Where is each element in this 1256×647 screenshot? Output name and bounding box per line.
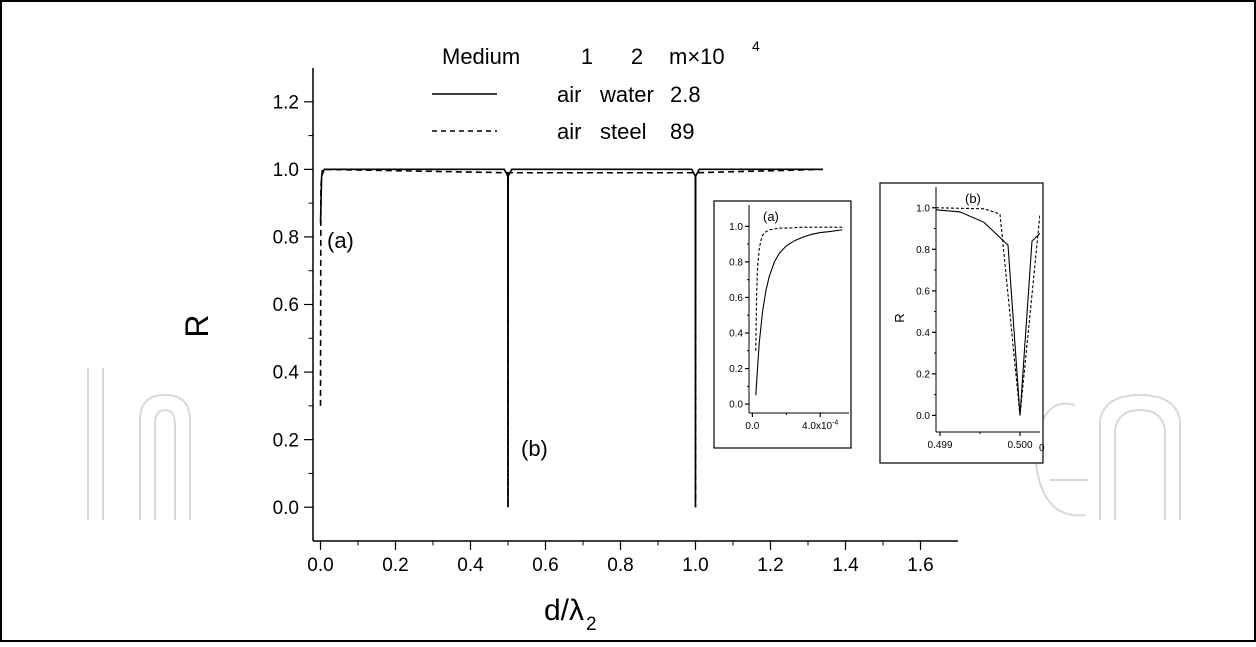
inset-b-series xyxy=(936,207,1040,416)
legend-row1-medium2: water xyxy=(599,82,654,107)
inset-a-tick-labels: 0.0 0.2 0.4 0.6 0.8 1.0 0.0 4.0x10-4 xyxy=(729,222,838,432)
inset-a-series xyxy=(755,226,843,396)
main-y-tick-label: 0.0 xyxy=(273,498,299,519)
main-y-tick-label: 1.0 xyxy=(273,160,299,181)
inset-a-axes xyxy=(745,205,849,417)
insetB-series-dashed xyxy=(936,207,1040,416)
insetA-x-tick-exponent: -4 xyxy=(832,420,838,427)
insetA-y-tick-label: 0.0 xyxy=(729,400,743,411)
inset-b-title: (b) xyxy=(965,191,981,206)
insetA-y-tick-label: 0.6 xyxy=(729,293,743,304)
watermark-strokes xyxy=(87,368,1181,520)
insetB-x-tick-label-clipped: 0 xyxy=(1039,443,1045,454)
insetB-y-tick-label: 0.0 xyxy=(916,411,930,422)
main-series xyxy=(319,168,824,508)
legend-row2-medium1: air xyxy=(557,119,581,144)
main-y-tick-label: 1.2 xyxy=(273,92,299,113)
main-x-tick-label: 0.4 xyxy=(457,555,484,576)
main-axes xyxy=(304,68,958,550)
insetB-y-tick-label: 0.4 xyxy=(916,328,930,339)
inset-b-y-axis-label: R xyxy=(892,313,907,322)
main-x-tick-label: 0.6 xyxy=(532,555,558,576)
main-y-tick-label: 0.2 xyxy=(273,430,299,451)
annotation-b: (b) xyxy=(521,436,548,461)
legend: Medium 1 2 m×10 4 air water 2.8 air stee… xyxy=(432,38,760,144)
legend-header-m-exponent: 4 xyxy=(752,38,760,54)
main-x-tick-label: 1.2 xyxy=(757,555,783,576)
legend-row2-medium2: steel xyxy=(600,119,646,144)
watermark-stroke xyxy=(139,393,191,520)
main-x-axis-label-subscript: 2 xyxy=(586,614,597,635)
inset-b-frame xyxy=(879,182,1044,464)
main-y-tick-label: 0.8 xyxy=(273,228,299,249)
insetA-y-tick-label: 0.2 xyxy=(729,364,743,375)
insetB-x-tick-label: 0.500 xyxy=(1007,440,1032,451)
insetA-series-dashed xyxy=(755,226,843,351)
legend-row1-m: 2.8 xyxy=(670,82,701,107)
main-x-axis-label: d/λ xyxy=(544,594,584,627)
main-y-tick-label: 0.4 xyxy=(273,363,300,384)
main-x-tick-label: 0.2 xyxy=(382,555,408,576)
insetA-y-tick-label: 0.8 xyxy=(729,257,743,268)
legend-header-2: 2 xyxy=(631,44,643,69)
insetA-series-solid xyxy=(755,229,843,396)
insetB-y-tick-label: 0.2 xyxy=(916,369,930,380)
legend-header-m: m×10 xyxy=(669,44,725,69)
annotation-a: (a) xyxy=(327,228,354,253)
inset-b: 0.0 0.2 0.4 0.6 0.8 1.0 0.499 0.500 0 (b) R xyxy=(879,182,1045,464)
insetA-y-tick-label: 0.4 xyxy=(729,329,743,340)
watermark-stroke xyxy=(87,368,104,520)
watermark-stroke xyxy=(1099,393,1181,520)
insetA-y-tick-label: 1.0 xyxy=(729,222,743,233)
main-chart: 0.0 0.2 0.4 0.6 0.8 1.0 1.2 0.0 0.2 0.4 0.6 0.8 1.0 1… xyxy=(179,38,958,635)
main-x-tick-label: 0.8 xyxy=(607,555,633,576)
insetB-y-tick-label: 0.6 xyxy=(916,286,930,297)
legend-header-medium: Medium xyxy=(442,44,520,69)
inset-a-frame xyxy=(713,200,852,449)
insetA-x-tick-label: 4.0x10-4 xyxy=(802,420,838,433)
inset-a-title: (a) xyxy=(763,209,779,224)
insetA-x-tick-label: 0.0 xyxy=(745,421,759,432)
legend-row1-medium1: air xyxy=(557,82,581,107)
inset-a: 0.0 0.2 0.4 0.6 0.8 1.0 0.0 4.0x10-4 (a) xyxy=(713,200,852,449)
main-y-axis-label: R xyxy=(179,314,215,337)
legend-header-1: 1 xyxy=(581,44,593,69)
insetB-y-tick-label: 1.0 xyxy=(916,203,930,214)
inset-b-axes xyxy=(932,187,1040,436)
main-tick-labels: 0.0 0.2 0.4 0.6 0.8 1.0 1.2 0.0 0.2 0.4 0.6 0.8 1.0 1… xyxy=(273,92,934,576)
main-y-tick-label: 0.6 xyxy=(273,295,299,316)
main-x-tick-label: 1.6 xyxy=(907,555,933,576)
main-x-tick-label: 1.4 xyxy=(832,555,859,576)
main-series-dashed xyxy=(319,168,824,508)
legend-row2-m: 89 xyxy=(670,119,694,144)
main-x-tick-label: 1.0 xyxy=(682,555,708,576)
insetB-x-tick-label: 0.499 xyxy=(927,440,952,451)
insetB-y-tick-label: 0.8 xyxy=(916,245,930,256)
inset-b-tick-labels: 0.0 0.2 0.4 0.6 0.8 1.0 0.499 0.500 0 xyxy=(916,203,1045,454)
main-x-tick-label: 0.0 xyxy=(307,555,333,576)
